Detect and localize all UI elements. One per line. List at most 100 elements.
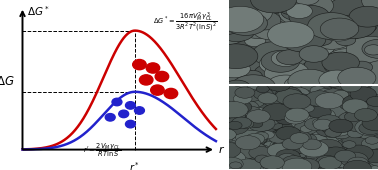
Circle shape <box>336 129 356 140</box>
Circle shape <box>125 102 135 109</box>
Circle shape <box>237 81 263 96</box>
Circle shape <box>224 59 247 72</box>
Circle shape <box>269 72 296 87</box>
Circle shape <box>228 0 273 25</box>
Circle shape <box>343 97 356 105</box>
Circle shape <box>353 125 376 138</box>
Circle shape <box>231 89 261 106</box>
Circle shape <box>264 98 288 112</box>
Circle shape <box>268 22 314 48</box>
Circle shape <box>321 108 348 123</box>
Circle shape <box>336 31 368 49</box>
Circle shape <box>246 74 275 91</box>
Circle shape <box>351 61 373 73</box>
Circle shape <box>207 77 238 95</box>
Circle shape <box>290 167 303 170</box>
Circle shape <box>212 29 252 52</box>
Circle shape <box>368 159 378 170</box>
Circle shape <box>370 76 378 92</box>
Circle shape <box>349 93 372 106</box>
Circle shape <box>273 116 287 123</box>
Circle shape <box>249 146 272 159</box>
Circle shape <box>238 142 267 159</box>
Circle shape <box>359 103 378 117</box>
Circle shape <box>319 14 340 26</box>
Circle shape <box>220 57 261 80</box>
Circle shape <box>315 147 339 161</box>
Circle shape <box>341 67 378 89</box>
Circle shape <box>259 33 285 49</box>
Circle shape <box>350 92 369 103</box>
Circle shape <box>339 96 365 111</box>
Circle shape <box>314 104 329 113</box>
Circle shape <box>352 114 371 126</box>
Circle shape <box>248 156 276 170</box>
Circle shape <box>229 162 242 169</box>
Circle shape <box>364 81 378 93</box>
Circle shape <box>211 45 248 66</box>
Circle shape <box>323 0 349 11</box>
Circle shape <box>266 75 305 97</box>
Circle shape <box>221 4 267 30</box>
Circle shape <box>346 143 360 150</box>
Circle shape <box>310 53 353 77</box>
Circle shape <box>263 105 289 119</box>
Circle shape <box>349 54 378 72</box>
Circle shape <box>243 139 264 151</box>
Circle shape <box>212 56 238 71</box>
Circle shape <box>276 87 302 101</box>
Circle shape <box>254 109 276 121</box>
Circle shape <box>339 6 370 24</box>
Circle shape <box>315 76 349 95</box>
Circle shape <box>268 162 297 170</box>
Circle shape <box>361 0 378 13</box>
Circle shape <box>342 123 356 131</box>
Circle shape <box>307 126 336 142</box>
Circle shape <box>227 120 246 130</box>
Circle shape <box>275 41 300 55</box>
Circle shape <box>283 56 326 80</box>
Circle shape <box>259 27 284 40</box>
Circle shape <box>312 129 334 141</box>
Circle shape <box>238 161 263 170</box>
Circle shape <box>235 129 265 145</box>
Circle shape <box>214 44 258 69</box>
Circle shape <box>249 108 268 118</box>
Circle shape <box>275 89 303 105</box>
Circle shape <box>219 108 234 117</box>
Circle shape <box>349 23 378 44</box>
Circle shape <box>316 150 335 160</box>
Circle shape <box>346 0 368 7</box>
Circle shape <box>253 80 272 90</box>
Circle shape <box>371 133 378 143</box>
Circle shape <box>248 21 270 33</box>
Circle shape <box>228 155 248 167</box>
Circle shape <box>235 159 261 170</box>
Circle shape <box>227 77 248 89</box>
Circle shape <box>368 135 378 150</box>
Circle shape <box>251 24 285 43</box>
Circle shape <box>350 129 376 144</box>
Circle shape <box>211 59 256 84</box>
Circle shape <box>329 118 341 125</box>
Circle shape <box>221 20 239 30</box>
Circle shape <box>310 108 335 122</box>
Circle shape <box>293 144 310 154</box>
Circle shape <box>309 124 328 135</box>
Circle shape <box>300 39 343 64</box>
Circle shape <box>319 70 355 91</box>
Circle shape <box>294 113 312 123</box>
Circle shape <box>291 0 333 18</box>
Circle shape <box>358 7 378 26</box>
Circle shape <box>258 149 278 161</box>
Circle shape <box>350 76 378 100</box>
Circle shape <box>235 78 262 92</box>
Circle shape <box>289 31 336 58</box>
Circle shape <box>283 94 311 109</box>
Circle shape <box>290 133 309 143</box>
Circle shape <box>242 128 261 138</box>
Circle shape <box>223 29 242 39</box>
Circle shape <box>293 114 314 126</box>
Circle shape <box>264 152 290 167</box>
Circle shape <box>220 110 235 118</box>
